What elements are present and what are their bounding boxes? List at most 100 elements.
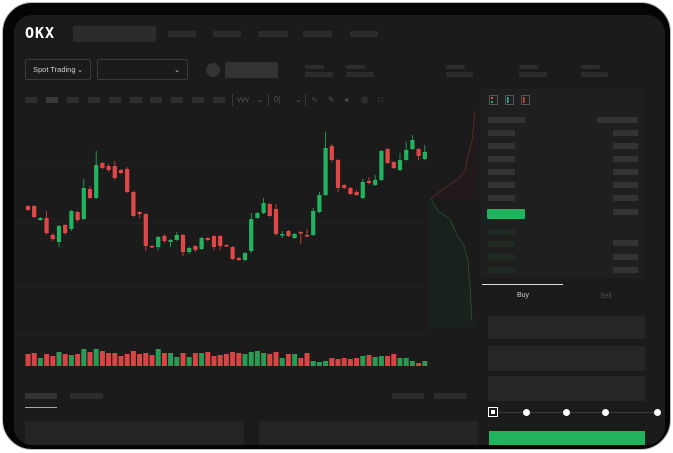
okx-logo[interactable]: OKX [25, 24, 56, 42]
nav-item[interactable] [350, 31, 378, 37]
timeframe-button[interactable] [88, 97, 100, 103]
candle-body [373, 180, 378, 185]
timeframe-button[interactable] [67, 97, 79, 103]
timeframe-button[interactable] [213, 97, 225, 103]
candle-body [255, 213, 260, 218]
price-input[interactable] [488, 316, 645, 339]
total-input[interactable] [488, 376, 645, 401]
candle-body [397, 160, 403, 170]
pencil-icon[interactable]: ✎ [328, 95, 335, 104]
ask-row-price[interactable] [488, 156, 515, 162]
slider-step-100[interactable] [654, 409, 661, 416]
ask-row-amount[interactable] [613, 143, 638, 149]
nav-item[interactable] [213, 31, 241, 37]
candle-body [422, 152, 427, 159]
ask-row-price[interactable] [488, 143, 515, 149]
bid-row-price[interactable] [488, 229, 515, 235]
bid-row-amount[interactable] [613, 240, 638, 246]
ask-row-price[interactable] [488, 169, 515, 175]
nav-item[interactable] [258, 31, 288, 37]
ask-row-amount[interactable] [613, 195, 638, 201]
timeframe-button[interactable] [150, 97, 162, 103]
volume-bar [273, 352, 279, 366]
slider-step-50[interactable] [563, 409, 570, 416]
volume-bar [205, 352, 211, 366]
stat-value [346, 72, 374, 77]
candle-body [44, 218, 49, 233]
candle-body [180, 235, 186, 252]
stat-value [581, 72, 608, 77]
chart-type-icon[interactable]: 0| [274, 95, 281, 104]
ask-row-amount[interactable] [613, 156, 638, 162]
orderbook-asks-icon [521, 95, 530, 105]
volume-bar [199, 353, 205, 366]
tab-sell[interactable]: Sell [600, 293, 612, 300]
ask-row-price[interactable] [488, 195, 515, 201]
tab-order-history[interactable] [70, 393, 103, 399]
bid-row-price[interactable] [488, 241, 515, 247]
nav-item[interactable] [303, 31, 332, 37]
chevron-down-icon[interactable]: ⌄ [295, 95, 302, 104]
stat-value [305, 72, 333, 77]
candle-body [199, 238, 204, 249]
chevron-down-icon[interactable]: ⌄ [257, 95, 264, 104]
stat-label [305, 65, 324, 69]
camera-icon[interactable]: ◕ [344, 95, 349, 104]
line-tool-icon[interactable]: ∿ [311, 95, 318, 104]
candle-body [32, 206, 37, 217]
search-bar[interactable] [73, 26, 156, 42]
candle-body [193, 246, 198, 250]
candle-body [410, 140, 415, 149]
volume-bar [366, 355, 372, 366]
fullscreen-icon[interactable]: □ [378, 95, 383, 104]
amount-input[interactable] [488, 346, 645, 371]
volume-bar [360, 356, 366, 366]
candle-body [354, 192, 359, 195]
pair-select[interactable]: ⌄ [97, 59, 188, 80]
timeframe-button[interactable] [171, 97, 183, 103]
settings-icon[interactable]: ◎ [361, 95, 368, 104]
trading-screen: OKX Spot Trading ⌄ ⌄ vvv ⌄ 0| ⌄ ∿ ✎ ◕ ◎ … [14, 15, 665, 445]
amount-slider[interactable] [492, 412, 660, 413]
candle-body [416, 149, 421, 156]
volume-bar [75, 354, 81, 366]
nav-item[interactable] [168, 31, 196, 37]
ask-row-price[interactable] [488, 182, 515, 188]
candle-body [211, 236, 217, 247]
filter-button[interactable] [392, 393, 424, 399]
slider-step-75[interactable] [602, 409, 609, 416]
bid-row-price[interactable] [488, 267, 515, 273]
volume-bar [261, 353, 267, 366]
tab-open-orders[interactable] [25, 393, 57, 399]
filter-button[interactable] [434, 393, 467, 399]
timeframe-button[interactable] [130, 97, 142, 103]
ask-row-amount[interactable] [613, 130, 638, 136]
slider-handle[interactable] [488, 407, 498, 417]
timeframe-button[interactable] [25, 97, 37, 103]
buy-tab-indicator [482, 284, 563, 285]
ask-row-amount[interactable] [613, 209, 638, 215]
divider [305, 94, 306, 106]
timeframe-button[interactable] [192, 97, 204, 103]
ask-row-amount[interactable] [613, 169, 638, 175]
slider-step-25[interactable] [523, 409, 530, 416]
tab-buy[interactable]: Buy [517, 292, 530, 299]
timeframe-button[interactable] [109, 97, 121, 103]
ask-row-price[interactable] [488, 130, 515, 136]
bid-row-amount[interactable] [613, 267, 638, 273]
volume-bar [335, 359, 341, 366]
ask-row-amount[interactable] [613, 182, 638, 188]
bid-row-price[interactable] [488, 254, 515, 260]
spot-trading-select[interactable]: Spot Trading ⌄ [25, 59, 91, 80]
orderbook-view-toggle[interactable] [489, 95, 539, 105]
candle-body [218, 236, 223, 246]
buy-button[interactable] [489, 431, 645, 445]
stat-label [519, 65, 538, 69]
volume-bar [112, 353, 118, 366]
volume-bar [354, 358, 360, 366]
timeframe-button-active[interactable] [46, 97, 58, 103]
indicator-icon[interactable]: vvv [237, 95, 249, 104]
candlestick-chart[interactable] [14, 111, 428, 383]
bid-row-amount[interactable] [613, 254, 638, 260]
volume-bar [50, 356, 56, 366]
